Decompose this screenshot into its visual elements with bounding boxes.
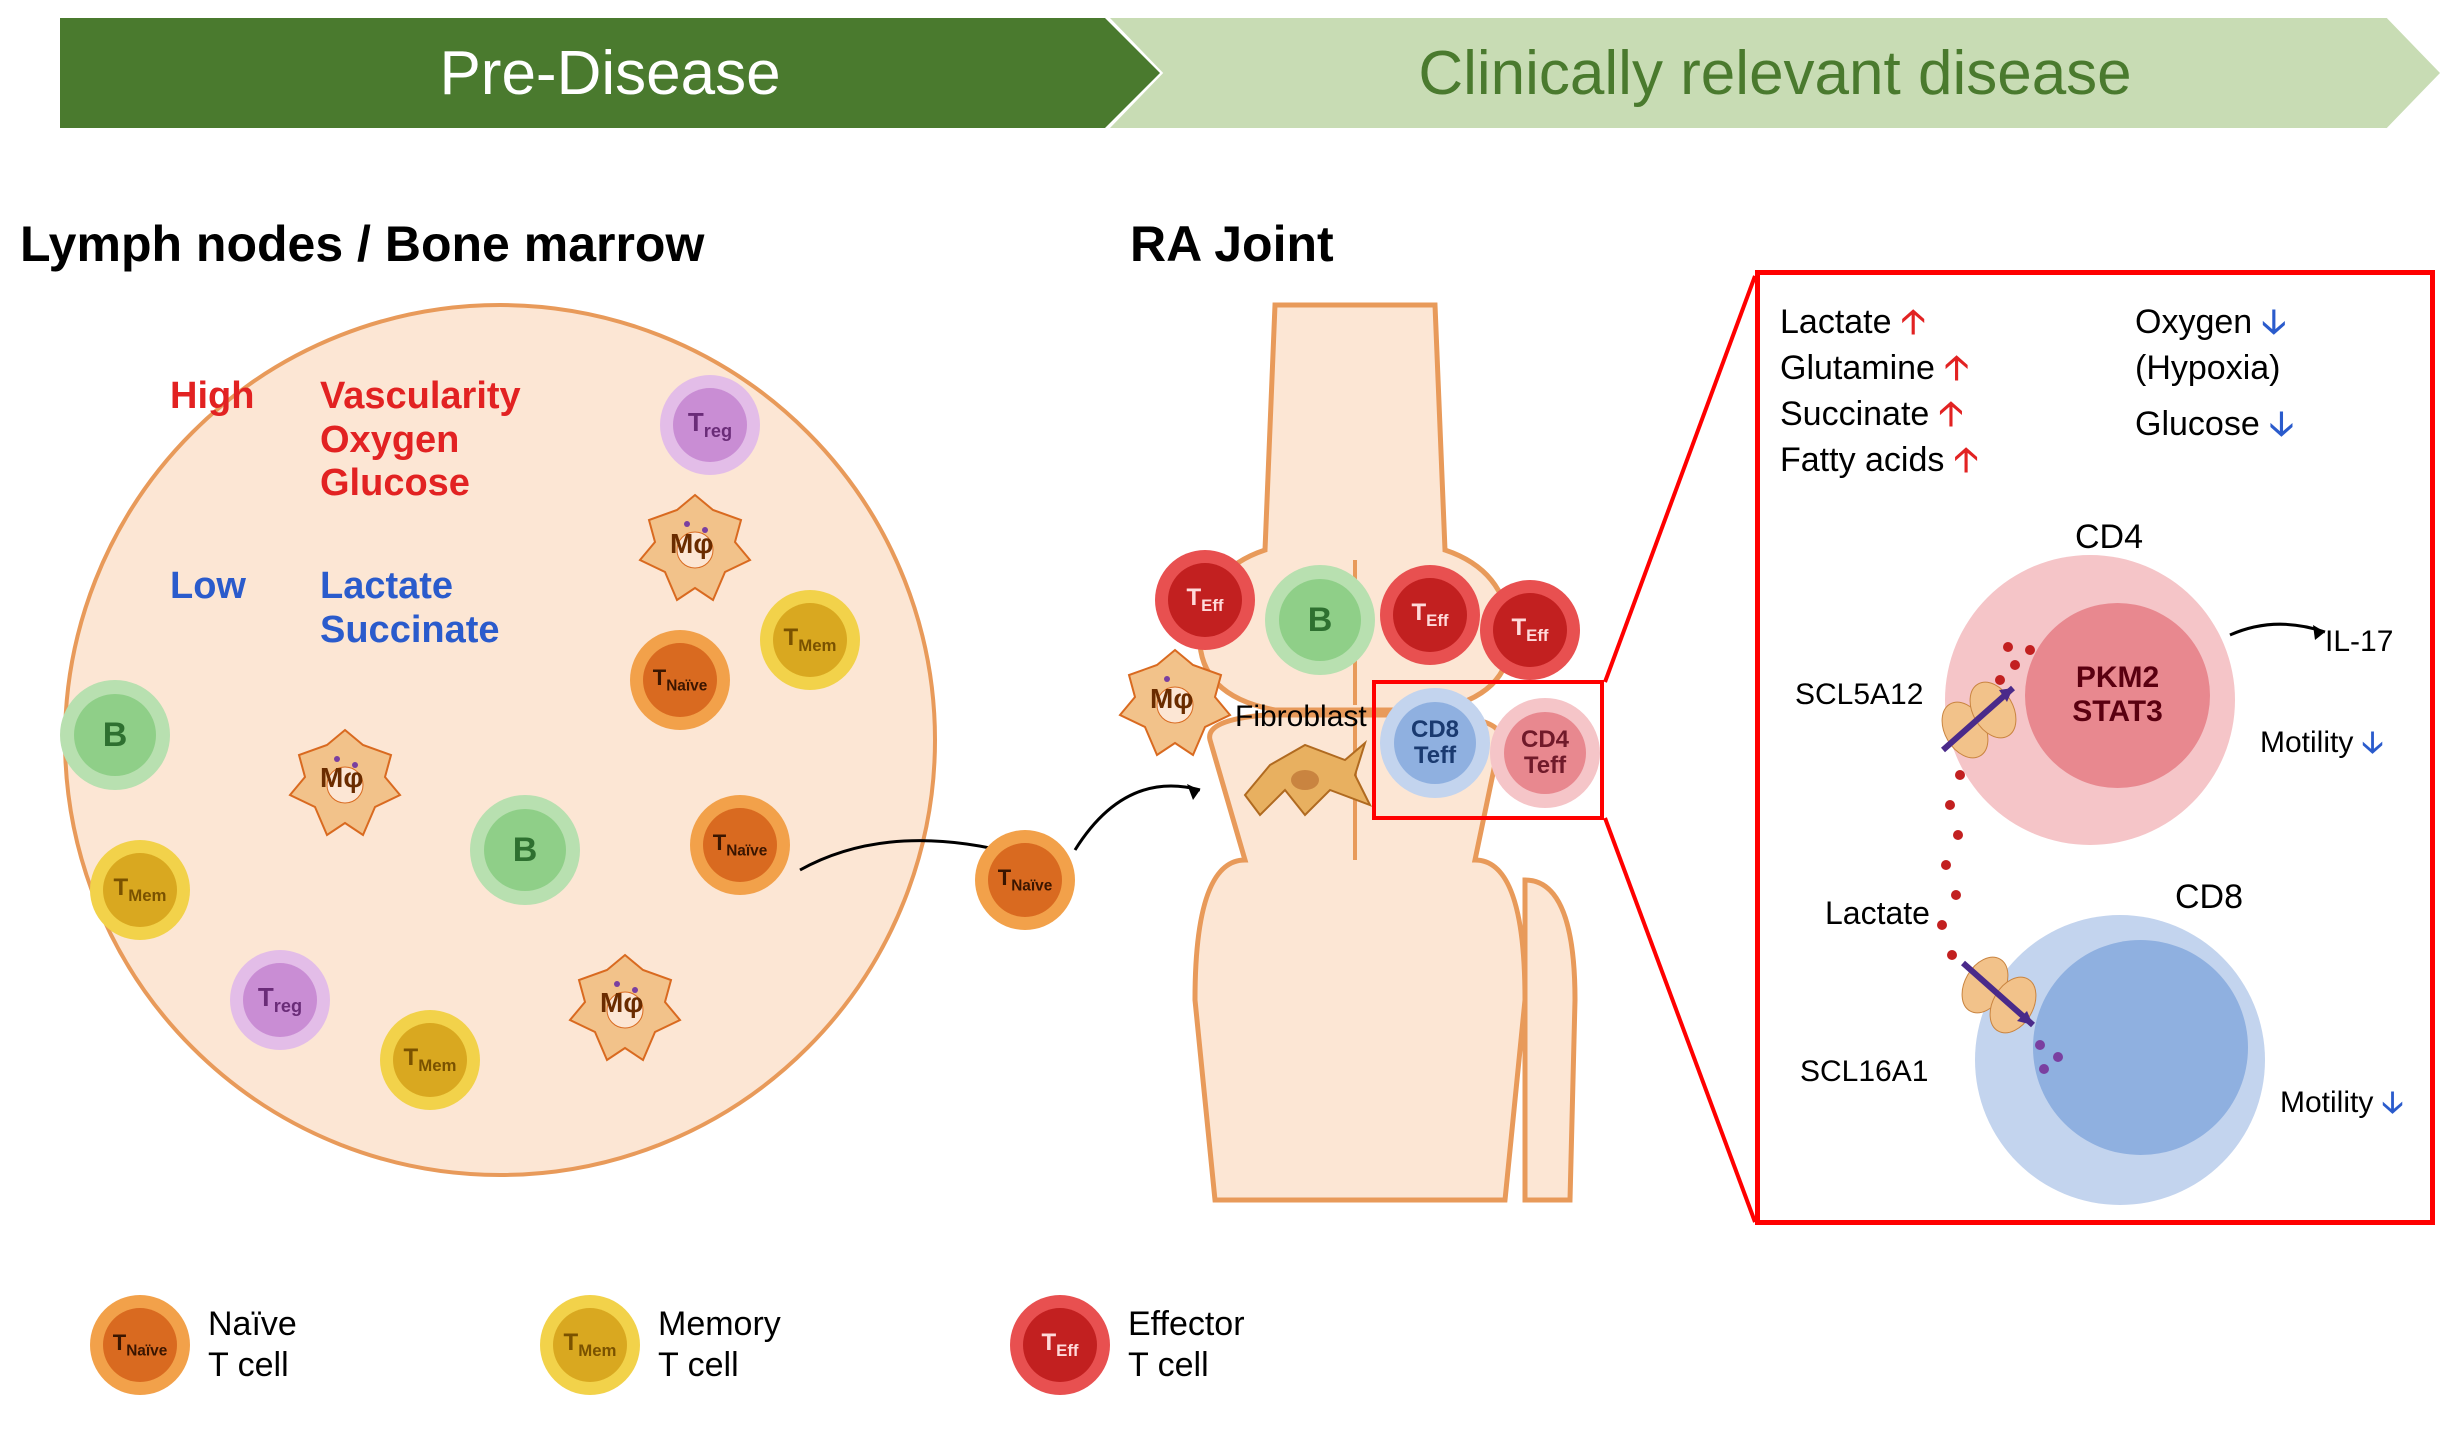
legend-mem: TMem Memory T cell [540, 1295, 781, 1395]
cell-treg-2: Treg [230, 950, 330, 1050]
cd4-transporter-label: SCL5A12 [1795, 678, 1923, 712]
banner-clinical: Clinically relevant disease [1110, 18, 2440, 128]
banner-pre-disease: Pre-Disease [60, 18, 1160, 128]
cell-tnaive-1: TNaïve [630, 630, 730, 730]
title-joint: RA Joint [1130, 215, 1334, 273]
cell-mphi-3-label: Mφ [600, 987, 643, 1019]
cd8-dots [2030, 1035, 2090, 1085]
cd4-il17-label: IL-17 [2325, 625, 2393, 659]
cell-teff-j1: TEff [1155, 550, 1255, 650]
cd8-motility: Motility 🡣 [2280, 1080, 2403, 1131]
cd4-motility: Motility 🡣 [2260, 720, 2383, 771]
lactate-dots [1910, 765, 1990, 985]
legend-eff: TEff Effector T cell [1010, 1295, 1245, 1395]
detail-down-list: Oxygen 🡣 (Hypoxia) Glucose 🡣 [2135, 300, 2294, 448]
cell-treg-1: Treg [660, 375, 760, 475]
cell-tmem-3: TMem [380, 1010, 480, 1110]
fibroblast-label: Fibroblast [1235, 700, 1367, 734]
cell-tnaive-transit: TNaïve [975, 830, 1075, 930]
cell-tmem-1: TMem [760, 590, 860, 690]
detail-source-box [1372, 680, 1604, 820]
cell-mphi-1-label: Mφ [670, 528, 713, 560]
cd8-transporter-shape [1955, 955, 2045, 1035]
cell-tnaive-2: TNaïve [690, 795, 790, 895]
fibroblast-shape [1235, 735, 1375, 825]
cell-b-1: B [60, 680, 170, 790]
low-items: Lactate Succinate [320, 565, 500, 652]
cd8-transporter-label: SCL16A1 [1800, 1055, 1928, 1089]
legend-naive: TNaïve Naïve T cell [90, 1295, 297, 1395]
title-lymph: Lymph nodes / Bone marrow [20, 215, 704, 273]
cd4-dots [1990, 635, 2050, 695]
cell-teff-j2: TEff [1380, 565, 1480, 665]
cell-mphi-2-label: Mφ [320, 762, 363, 794]
cd4-label: CD4 [2075, 518, 2143, 557]
cd8-label: CD8 [2175, 878, 2243, 917]
cell-b-2: B [470, 795, 580, 905]
low-label: Low [170, 565, 246, 608]
cell-mphi-joint-label: Mφ [1150, 683, 1193, 715]
cell-teff-j3: TEff [1480, 580, 1580, 680]
high-items: Vascularity Oxygen Glucose [320, 375, 521, 506]
high-label: High [170, 375, 254, 418]
cell-tmem-2: TMem [90, 840, 190, 940]
cell-b-joint: B [1265, 565, 1375, 675]
detail-up-list: Lactate 🡡 Glutamine 🡡 Succinate 🡡 Fatty … [1780, 300, 1978, 484]
